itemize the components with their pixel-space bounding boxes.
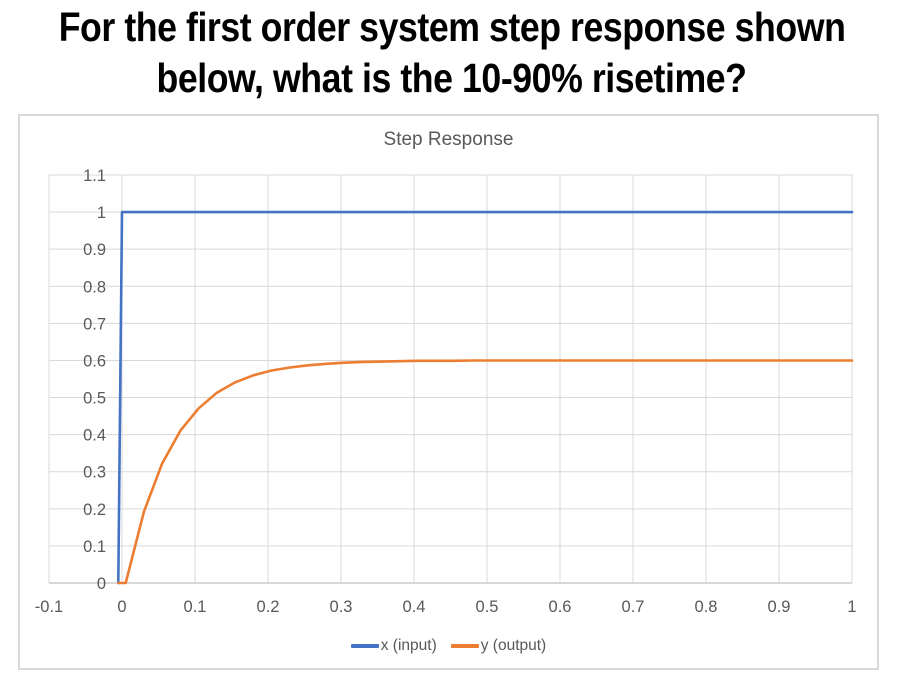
svg-text:0.4: 0.4 [403, 598, 426, 616]
svg-text:0.8: 0.8 [83, 278, 106, 296]
svg-text:1: 1 [847, 598, 856, 616]
chart-legend: x (input) y (output) [20, 637, 877, 655]
svg-text:0.5: 0.5 [476, 598, 499, 616]
legend-label-y-output: y (output) [480, 637, 547, 654]
svg-text:0.1: 0.1 [83, 538, 106, 556]
svg-text:1.1: 1.1 [83, 167, 106, 185]
svg-text:-0.1: -0.1 [35, 598, 63, 616]
question-title-line2: below, what is the 10-90% risetime? [156, 55, 747, 101]
svg-text:0.3: 0.3 [83, 464, 106, 482]
legend-label-x-input: x (input) [380, 637, 437, 654]
line-swatch-icon [350, 644, 379, 648]
plot-svg: 0 0.1 0.2 0.3 0.4 0.5 0.6 0.7 0.8 0.9 1 1.1 -0.1 0 0.1… [35, 167, 857, 616]
svg-text:1: 1 [97, 204, 106, 222]
chart-title: Step Response [383, 129, 514, 150]
svg-text:0.3: 0.3 [330, 598, 353, 616]
svg-text:0.4: 0.4 [83, 427, 106, 445]
legend-item-x-input: x (input) [350, 637, 437, 655]
svg-text:0.7: 0.7 [83, 315, 106, 333]
svg-text:0.2: 0.2 [83, 501, 106, 519]
question-title-line1: For the first order system step response… [58, 4, 846, 50]
svg-text:0.7: 0.7 [622, 598, 645, 616]
svg-text:0: 0 [117, 598, 126, 616]
step-response-chart: Step Response 0 0.1 0.2 0.3 0.4 0.5 0.6 0.7 0.8 0… [18, 114, 879, 670]
svg-text:0.6: 0.6 [549, 598, 572, 616]
svg-text:0.9: 0.9 [83, 241, 106, 259]
svg-text:0.6: 0.6 [83, 352, 106, 370]
svg-text:0.5: 0.5 [83, 390, 106, 408]
svg-text:0: 0 [97, 575, 106, 593]
line-swatch-icon [450, 644, 479, 648]
legend-item-y-output: y (output) [450, 637, 547, 655]
svg-text:0.9: 0.9 [768, 598, 791, 616]
svg-text:0.8: 0.8 [695, 598, 718, 616]
question-title: For the first order system step response… [0, 2, 903, 104]
svg-text:0.2: 0.2 [257, 598, 280, 616]
svg-text:0.1: 0.1 [184, 598, 207, 616]
